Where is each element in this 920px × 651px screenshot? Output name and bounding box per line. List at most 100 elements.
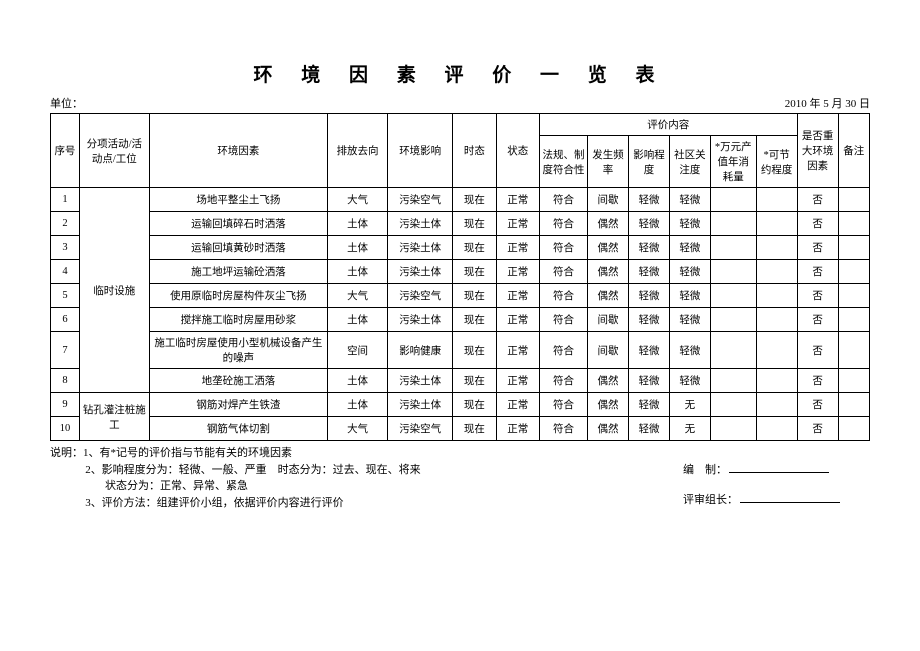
cell-major: 否 — [797, 188, 838, 212]
th-impact: 环境影响 — [388, 114, 453, 188]
cell-time: 现在 — [453, 369, 496, 393]
th-community: 社区关注度 — [669, 136, 710, 188]
cell-saving — [756, 369, 797, 393]
cell-major: 否 — [797, 260, 838, 284]
cell-wanyuan — [710, 188, 756, 212]
cell-saving — [756, 308, 797, 332]
cell-community: 轻微 — [669, 236, 710, 260]
table-body: 1临时设施场地平整尘土飞扬大气污染空气现在正常符合间歇轻微轻微否2运输回填碎石时… — [51, 188, 870, 441]
cell-seq: 4 — [51, 260, 80, 284]
cell-time: 现在 — [453, 260, 496, 284]
cell-direction: 土体 — [327, 236, 387, 260]
cell-note — [838, 236, 869, 260]
cell-saving — [756, 212, 797, 236]
note-1: 1、有*记号的评价指与节能有关的环境因素 — [83, 447, 292, 459]
cell-community: 轻微 — [669, 332, 710, 369]
th-state: 状态 — [496, 114, 539, 188]
cell-time: 现在 — [453, 212, 496, 236]
cell-regulation: 符合 — [539, 308, 587, 332]
cell-regulation: 符合 — [539, 260, 587, 284]
cell-factor: 钢筋对焊产生铁渣 — [149, 393, 327, 417]
cell-direction: 大气 — [327, 417, 387, 441]
th-major: 是否重大环境因素 — [797, 114, 838, 188]
cell-community: 轻微 — [669, 188, 710, 212]
table-row: 1临时设施场地平整尘土飞扬大气污染空气现在正常符合间歇轻微轻微否 — [51, 188, 870, 212]
cell-note — [838, 332, 869, 369]
cell-seq: 9 — [51, 393, 80, 417]
cell-frequency: 偶然 — [588, 212, 629, 236]
cell-degree: 轻微 — [629, 188, 670, 212]
cell-frequency: 偶然 — [588, 417, 629, 441]
th-direction: 排放去向 — [327, 114, 387, 188]
cell-note — [838, 417, 869, 441]
cell-degree: 轻微 — [629, 332, 670, 369]
cell-impact: 污染土体 — [388, 212, 453, 236]
cell-factor: 施工地坪运输砼洒落 — [149, 260, 327, 284]
cell-major: 否 — [797, 369, 838, 393]
cell-direction: 土体 — [327, 308, 387, 332]
note-3: 3、评价方法：组建评价小组，依据评价内容进行评价 — [50, 495, 421, 512]
cell-factor: 搅拌施工临时房屋用砂浆 — [149, 308, 327, 332]
cell-seq: 2 — [51, 212, 80, 236]
cell-frequency: 偶然 — [588, 260, 629, 284]
cell-frequency: 间歇 — [588, 308, 629, 332]
cell-factor: 施工临时房屋使用小型机械设备产生的噪声 — [149, 332, 327, 369]
th-frequency: 发生频率 — [588, 136, 629, 188]
cell-wanyuan — [710, 260, 756, 284]
cell-state: 正常 — [496, 308, 539, 332]
cell-note — [838, 188, 869, 212]
notes-block: 说明：1、有*记号的评价指与节能有关的环境因素 2、影响程度分为：轻微、一般、严… — [50, 445, 870, 511]
cell-degree: 轻微 — [629, 393, 670, 417]
cell-degree: 轻微 — [629, 308, 670, 332]
compiled-label: 编 制： — [683, 464, 727, 476]
cell-wanyuan — [710, 369, 756, 393]
cell-wanyuan — [710, 308, 756, 332]
table-row: 10钢筋气体切割大气污染空气现在正常符合偶然轻微无否 — [51, 417, 870, 441]
cell-regulation: 符合 — [539, 284, 587, 308]
notes-label: 说明： — [50, 447, 83, 459]
cell-major: 否 — [797, 417, 838, 441]
cell-factor: 钢筋气体切割 — [149, 417, 327, 441]
cell-frequency: 间歇 — [588, 332, 629, 369]
cell-seq: 1 — [51, 188, 80, 212]
cell-saving — [756, 188, 797, 212]
cell-frequency: 偶然 — [588, 369, 629, 393]
cell-community: 无 — [669, 393, 710, 417]
cell-degree: 轻微 — [629, 284, 670, 308]
cell-degree: 轻微 — [629, 212, 670, 236]
cell-frequency: 偶然 — [588, 236, 629, 260]
cell-seq: 7 — [51, 332, 80, 369]
table-row: 2运输回填碎石时洒落土体污染土体现在正常符合偶然轻微轻微否 — [51, 212, 870, 236]
cell-activity: 钻孔灌注桩施 工 — [79, 393, 149, 441]
table-row: 4施工地坪运输砼洒落土体污染土体现在正常符合偶然轻微轻微否 — [51, 260, 870, 284]
cell-state: 正常 — [496, 188, 539, 212]
cell-frequency: 偶然 — [588, 284, 629, 308]
cell-state: 正常 — [496, 260, 539, 284]
cell-impact: 污染空气 — [388, 417, 453, 441]
cell-direction: 土体 — [327, 260, 387, 284]
cell-community: 轻微 — [669, 369, 710, 393]
cell-state: 正常 — [496, 393, 539, 417]
cell-factor: 运输回填黄砂时洒落 — [149, 236, 327, 260]
cell-wanyuan — [710, 236, 756, 260]
note-2a: 2、影响程度分为：轻微、一般、严重 时态分为：过去、现在、将来 — [50, 462, 421, 479]
cell-note — [838, 260, 869, 284]
cell-seq: 8 — [51, 369, 80, 393]
cell-time: 现在 — [453, 236, 496, 260]
cell-community: 轻微 — [669, 284, 710, 308]
th-regulation: 法规、制度符合性 — [539, 136, 587, 188]
note-2b: 状态分为：正常、异常、紧急 — [50, 478, 421, 495]
th-factor: 环境因素 — [149, 114, 327, 188]
cell-saving — [756, 393, 797, 417]
document-title: 环 境 因 素 评 价 一 览 表 — [50, 60, 870, 87]
cell-degree: 轻微 — [629, 260, 670, 284]
cell-impact: 污染土体 — [388, 236, 453, 260]
cell-regulation: 符合 — [539, 417, 587, 441]
cell-major: 否 — [797, 236, 838, 260]
cell-note — [838, 369, 869, 393]
cell-seq: 5 — [51, 284, 80, 308]
evaluation-table: 序号 分项活动/活动点/工位 环境因素 排放去向 环境影响 时态 状态 评价内容… — [50, 113, 870, 441]
cell-impact: 污染土体 — [388, 369, 453, 393]
cell-activity: 临时设施 — [79, 188, 149, 393]
cell-regulation: 符合 — [539, 332, 587, 369]
